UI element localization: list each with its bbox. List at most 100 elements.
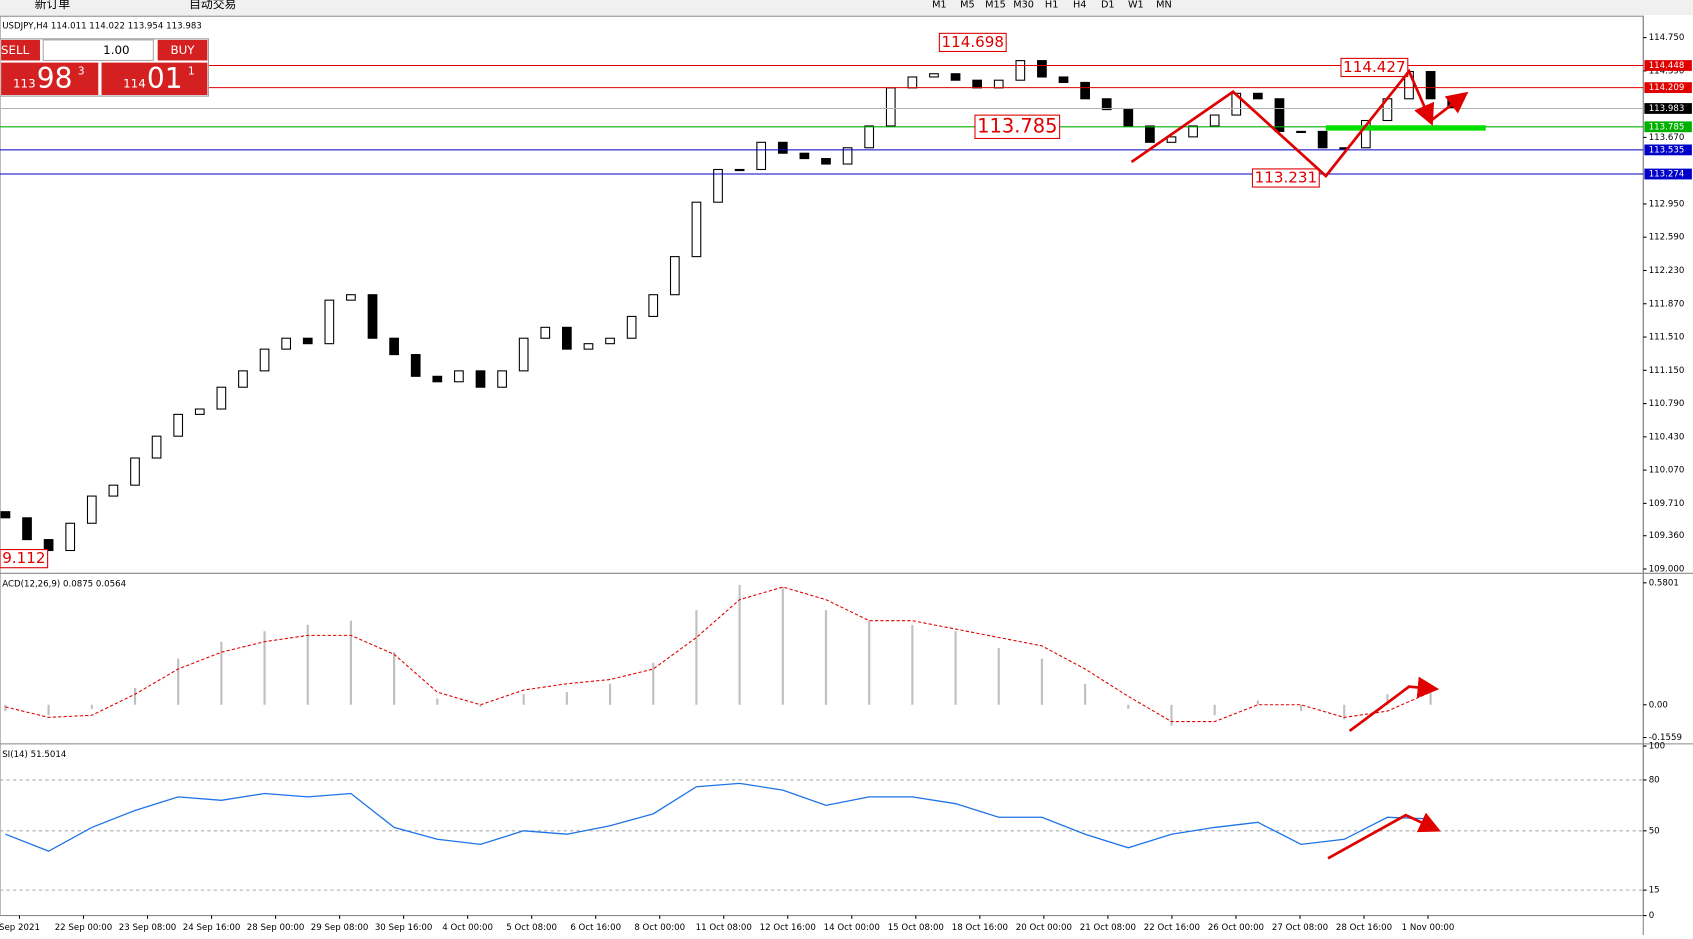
timeframe-button[interactable]: M15 <box>985 0 1006 10</box>
macd-bar <box>263 631 266 705</box>
candle <box>216 386 227 410</box>
auto-trading-button[interactable]: 自动交易 <box>189 0 236 11</box>
timeframe-button[interactable]: H1 <box>1045 0 1058 10</box>
candle <box>864 125 875 149</box>
candle <box>0 511 11 519</box>
price-level-tag <box>1644 144 1692 156</box>
trade-panel: SELL 1.00 BUY 113 98 3 114 01 1 <box>0 38 209 97</box>
x-tick-label: 11 Oct 08:00 <box>696 923 752 933</box>
candle <box>605 337 615 345</box>
timeframe-button[interactable]: M5 <box>960 0 975 10</box>
toolbar <box>0 0 1693 16</box>
x-tick-label: 30 Sep 16:00 <box>375 923 433 933</box>
candle <box>1209 114 1220 127</box>
candle <box>410 354 421 377</box>
buy-price-big: 114 <box>123 77 146 91</box>
candle <box>907 76 918 89</box>
candle <box>777 141 788 154</box>
annotation-box <box>974 114 1061 139</box>
macd-bar <box>349 620 353 705</box>
candle <box>130 457 140 486</box>
buy-price-fraction: 1 <box>188 64 195 77</box>
price-level-tag <box>1644 168 1692 180</box>
macd-bar <box>1386 694 1389 705</box>
candle <box>626 315 637 339</box>
macd-bar <box>608 683 612 705</box>
lot-size[interactable]: 1.00 <box>103 43 129 57</box>
x-tick-label: 5 Oct 08:00 <box>506 923 557 933</box>
y-tick-label: -0.1559 <box>1649 733 1682 743</box>
price-level-label: 113.535 <box>1649 145 1685 155</box>
y-tick-label: 0 <box>1649 911 1654 921</box>
y-tick-label: 109.710 <box>1649 499 1685 509</box>
sell-price-fraction: 3 <box>78 64 85 77</box>
y-tick-label: 0.00 <box>1649 700 1668 710</box>
y-tick-label: 110.430 <box>1649 432 1685 442</box>
x-tick-label: 23 Sep 08:00 <box>119 923 177 933</box>
annotation-label: 114.698 <box>942 33 1004 51</box>
sell-price[interactable] <box>1 62 99 96</box>
candle <box>108 484 119 497</box>
macd-bar <box>1170 704 1173 726</box>
y-tick-label: 110.070 <box>1649 466 1685 476</box>
candle <box>497 370 507 388</box>
x-tick-label: 29 Sep 08:00 <box>311 923 369 933</box>
y-tick-label: 112.230 <box>1649 266 1685 276</box>
candle <box>302 337 313 345</box>
lot-input[interactable] <box>42 39 154 62</box>
price-level-label: 114.448 <box>1649 61 1685 71</box>
price-level-label: 113.983 <box>1649 104 1685 114</box>
x-tick-label: 18 Oct 16:00 <box>952 923 1008 933</box>
annotation-box <box>938 32 1007 53</box>
annotation-label: 113.231 <box>1255 168 1317 186</box>
timeframe-button[interactable]: MN <box>1156 0 1172 10</box>
candle <box>475 370 486 388</box>
x-tick-label: 26 Oct 00:00 <box>1208 923 1264 933</box>
y-tick-label: 109.000 <box>1649 564 1685 574</box>
y-tick-label: 0.5801 <box>1649 578 1679 588</box>
candle <box>821 158 831 165</box>
macd-bar <box>997 647 1000 705</box>
annotation-box <box>1340 57 1409 78</box>
y-tick-label: 112.590 <box>1649 233 1685 243</box>
timeframe-button[interactable]: D1 <box>1101 0 1115 10</box>
sell-label[interactable]: SELL <box>1 43 30 57</box>
macd-bar <box>177 658 180 705</box>
macd-bar <box>565 692 568 705</box>
buy-price[interactable] <box>101 62 208 96</box>
y-tick-label: 111.870 <box>1649 299 1685 309</box>
price-level-tag <box>1644 60 1692 71</box>
timeframe-button[interactable]: W1 <box>1128 0 1144 10</box>
candle <box>562 326 572 350</box>
timeframe-button[interactable]: M30 <box>1013 0 1034 10</box>
candle <box>1015 60 1026 81</box>
macd-bar <box>781 587 784 705</box>
buy-label[interactable]: BUY <box>170 43 195 57</box>
sell-price-pips: 98 <box>37 62 73 95</box>
candle <box>1145 125 1155 143</box>
macd-bar <box>133 687 137 705</box>
candle <box>1101 98 1112 111</box>
macd-bar <box>522 694 525 705</box>
y-tick-label: 50 <box>1649 826 1660 836</box>
candle <box>86 495 97 524</box>
candle <box>1252 92 1263 100</box>
y-tick-label: 100 <box>1649 742 1665 752</box>
indicator-title: ACD(12,26,9) 0.0875 0.0564 <box>2 580 126 590</box>
timeframe-button[interactable]: H4 <box>1073 0 1086 10</box>
x-tick-label: 20 Oct 00:00 <box>1016 923 1072 933</box>
candle <box>238 370 248 388</box>
x-tick-label: Sep 2021 <box>0 923 40 933</box>
annotation-box <box>1251 168 1320 188</box>
x-tick-label: 12 Oct 16:00 <box>760 923 816 933</box>
sell-button[interactable] <box>1 39 40 61</box>
candle <box>43 539 54 552</box>
macd-bar <box>1256 700 1259 705</box>
y-tick-label: 114.390 <box>1649 66 1685 76</box>
y-tick-label: 15 <box>1649 886 1660 896</box>
buy-button[interactable] <box>157 39 208 61</box>
x-tick-label: 1 Nov 00:00 <box>1402 923 1455 933</box>
timeframe-button[interactable]: M1 <box>932 0 947 10</box>
new-order-button[interactable]: 新订单 <box>35 0 71 11</box>
macd-bar <box>1299 704 1303 712</box>
